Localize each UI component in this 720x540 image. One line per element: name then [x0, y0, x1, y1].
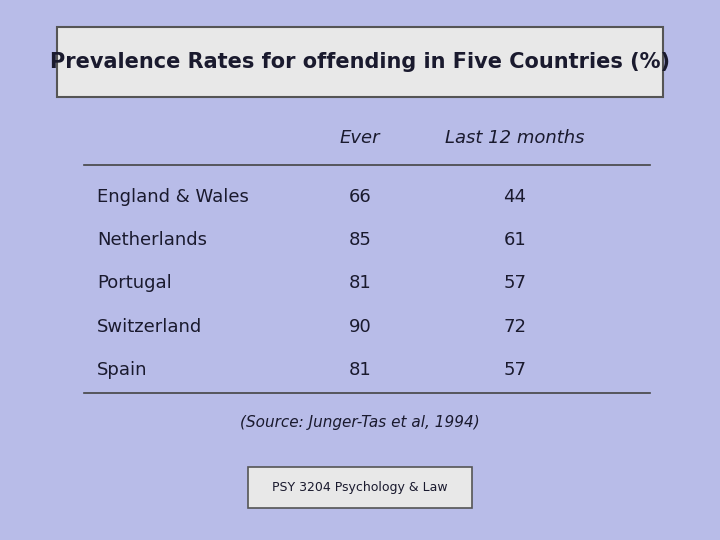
- Text: 66: 66: [348, 188, 372, 206]
- Text: PSY 3204 Psychology & Law: PSY 3204 Psychology & Law: [272, 481, 448, 494]
- Text: Spain: Spain: [96, 361, 148, 379]
- Text: Netherlands: Netherlands: [96, 231, 207, 249]
- Text: 44: 44: [503, 188, 526, 206]
- Text: 72: 72: [503, 318, 526, 336]
- Text: 85: 85: [348, 231, 372, 249]
- Text: Portugal: Portugal: [96, 274, 171, 293]
- FancyBboxPatch shape: [58, 27, 662, 97]
- Text: (Source: Junger-Tas et al, 1994): (Source: Junger-Tas et al, 1994): [240, 415, 480, 430]
- Text: 81: 81: [348, 361, 372, 379]
- Text: 57: 57: [503, 274, 526, 293]
- Text: 61: 61: [503, 231, 526, 249]
- Text: 57: 57: [503, 361, 526, 379]
- Text: Last 12 months: Last 12 months: [445, 129, 585, 147]
- Text: Switzerland: Switzerland: [96, 318, 202, 336]
- Text: Prevalence Rates for offending in Five Countries (%): Prevalence Rates for offending in Five C…: [50, 52, 670, 72]
- Text: Ever: Ever: [340, 129, 380, 147]
- Text: 90: 90: [348, 318, 372, 336]
- FancyBboxPatch shape: [248, 467, 472, 508]
- Text: England & Wales: England & Wales: [96, 188, 248, 206]
- Text: 81: 81: [348, 274, 372, 293]
